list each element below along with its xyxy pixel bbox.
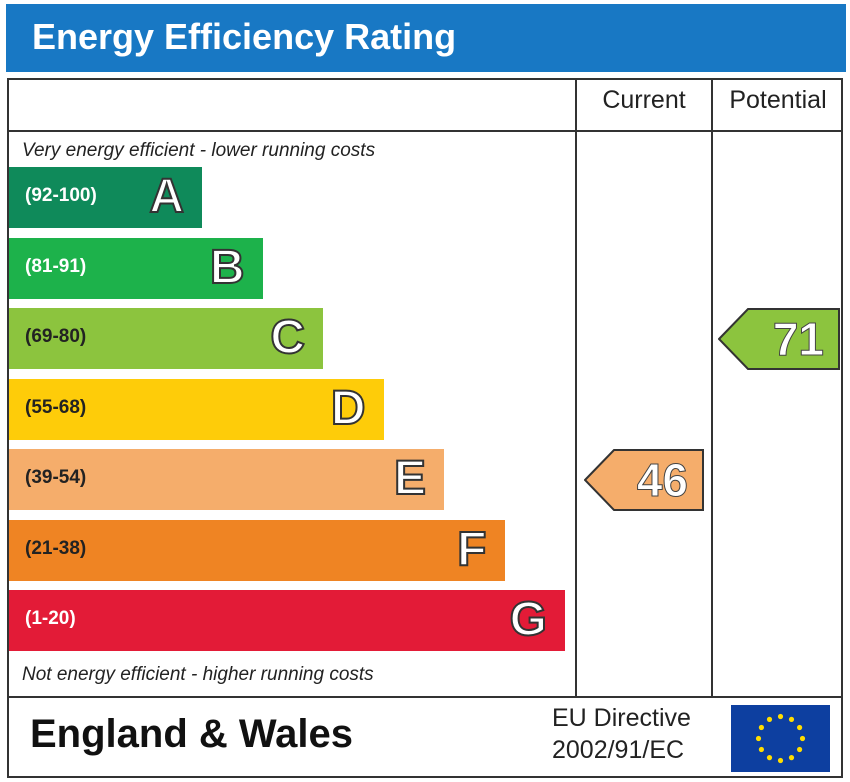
directive-line2: 2002/91/EC: [552, 736, 685, 764]
current-rating-arrow-value: 46: [636, 454, 688, 507]
band-range-label: (81-91): [25, 255, 87, 277]
band-d: (55-68) D: [9, 378, 384, 440]
potential-column-header: Potential: [729, 86, 827, 114]
band-b: (81-91) B: [9, 237, 263, 299]
eu-flag-icon: [731, 705, 830, 772]
current-column-divider: [575, 78, 577, 698]
potential-column-divider: [711, 78, 713, 698]
top-note: Very energy efficient - lower running co…: [22, 140, 376, 161]
band-c: (69-80) C: [9, 308, 323, 369]
directive-line1: EU Directive: [552, 704, 691, 732]
band-letter: A: [148, 169, 185, 224]
band-e: (39-54) E: [9, 449, 444, 510]
band-range-label: (69-80): [25, 326, 87, 347]
band-g: (1-20) G: [9, 590, 565, 651]
band-letter: B: [209, 240, 246, 295]
header-row-divider: [7, 130, 843, 132]
band-range-label: (92-100): [25, 185, 97, 206]
band-range-label: (39-54): [25, 467, 87, 488]
potential-rating-arrow-value: 71: [772, 313, 824, 366]
footer-row-divider: [7, 696, 843, 698]
bottom-note: Not energy efficient - higher running co…: [22, 664, 374, 685]
band-range-label: (1-20): [25, 608, 76, 629]
band-letter: D: [330, 381, 367, 436]
current-rating-arrow: 46: [584, 449, 704, 511]
band-range-label: (55-68): [25, 396, 87, 418]
band-range-label: (21-38): [25, 537, 87, 559]
band-a: (92-100) A: [9, 167, 202, 228]
region-label: England & Wales: [30, 712, 354, 756]
title-bar: Energy Efficiency Rating: [6, 4, 846, 72]
band-f: (21-38) F: [9, 519, 505, 581]
chart-title: Energy Efficiency Rating: [32, 16, 457, 57]
band-letter: G: [509, 592, 548, 647]
band-letter: C: [269, 310, 306, 365]
current-column-header: Current: [602, 86, 686, 114]
band-letter: F: [456, 522, 487, 577]
potential-rating-arrow: 71: [718, 308, 840, 370]
chart-frame: [7, 78, 843, 778]
band-letter: E: [393, 451, 427, 506]
